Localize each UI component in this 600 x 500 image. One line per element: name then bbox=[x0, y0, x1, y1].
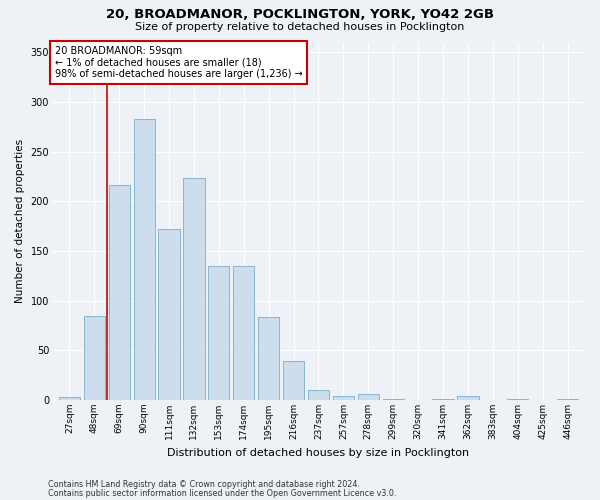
Bar bbox=[283, 362, 304, 400]
Text: 20 BROADMANOR: 59sqm
← 1% of detached houses are smaller (18)
98% of semi-detach: 20 BROADMANOR: 59sqm ← 1% of detached ho… bbox=[55, 46, 302, 80]
Bar bbox=[383, 399, 404, 400]
Y-axis label: Number of detached properties: Number of detached properties bbox=[15, 139, 25, 304]
Bar bbox=[158, 229, 179, 400]
Bar bbox=[59, 397, 80, 400]
Bar bbox=[358, 394, 379, 400]
Bar bbox=[109, 184, 130, 400]
Bar bbox=[208, 266, 229, 400]
Bar bbox=[333, 396, 354, 400]
Bar bbox=[134, 119, 155, 400]
Bar bbox=[507, 399, 529, 400]
Bar bbox=[433, 399, 454, 400]
Bar bbox=[84, 316, 105, 400]
Bar bbox=[308, 390, 329, 400]
Bar bbox=[457, 396, 479, 400]
Bar bbox=[258, 316, 279, 400]
Text: 20, BROADMANOR, POCKLINGTON, YORK, YO42 2GB: 20, BROADMANOR, POCKLINGTON, YORK, YO42 … bbox=[106, 8, 494, 20]
Text: Contains public sector information licensed under the Open Government Licence v3: Contains public sector information licen… bbox=[48, 488, 397, 498]
Text: Contains HM Land Registry data © Crown copyright and database right 2024.: Contains HM Land Registry data © Crown c… bbox=[48, 480, 360, 489]
Text: Size of property relative to detached houses in Pocklington: Size of property relative to detached ho… bbox=[136, 22, 464, 32]
Bar bbox=[557, 399, 578, 400]
Bar bbox=[184, 178, 205, 400]
Bar bbox=[233, 266, 254, 400]
X-axis label: Distribution of detached houses by size in Pocklington: Distribution of detached houses by size … bbox=[167, 448, 470, 458]
